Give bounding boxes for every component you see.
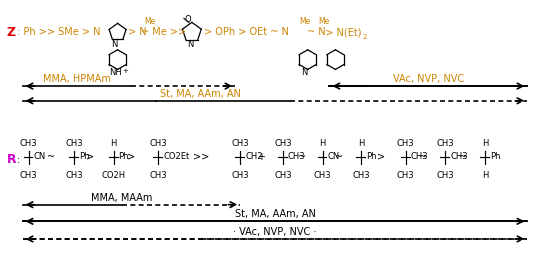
Text: CH3: CH3 xyxy=(20,171,37,180)
Text: CH3: CH3 xyxy=(450,152,468,161)
Text: CH3: CH3 xyxy=(150,171,167,180)
Text: MMA, MAAm: MMA, MAAm xyxy=(91,193,152,203)
Text: CH3: CH3 xyxy=(65,139,83,148)
Text: R: R xyxy=(7,153,16,166)
Text: CH3: CH3 xyxy=(232,139,249,148)
Text: 2: 2 xyxy=(362,34,366,40)
Text: St, MA, AAm, AN: St, MA, AAm, AN xyxy=(234,209,316,219)
Text: N: N xyxy=(301,68,307,77)
Text: · VAc, NVP, NVC ·: · VAc, NVP, NVC · xyxy=(233,227,317,237)
Text: O: O xyxy=(185,15,191,24)
Text: > OPh > OEt ~ N: > OPh > OEt ~ N xyxy=(204,27,289,37)
Text: CO2Et: CO2Et xyxy=(163,152,189,161)
Text: >>: >> xyxy=(192,152,209,162)
Text: CH3: CH3 xyxy=(397,139,415,148)
Text: H: H xyxy=(482,171,488,180)
Text: CN: CN xyxy=(327,152,340,161)
Text: Me: Me xyxy=(144,17,156,26)
Text: Ph: Ph xyxy=(119,152,129,161)
Text: CH3: CH3 xyxy=(437,171,454,180)
Text: H: H xyxy=(482,139,488,148)
Text: CN: CN xyxy=(34,152,46,161)
Text: VAc, NVP, NVC: VAc, NVP, NVC xyxy=(393,74,464,84)
Text: CH3: CH3 xyxy=(411,152,428,161)
Text: CH3: CH3 xyxy=(353,171,370,180)
Text: Ph: Ph xyxy=(490,152,500,161)
Text: CH3: CH3 xyxy=(274,171,292,180)
Text: Ph: Ph xyxy=(79,152,90,161)
Text: CH3: CH3 xyxy=(314,171,331,180)
Text: Me: Me xyxy=(299,17,310,26)
Text: Z: Z xyxy=(7,26,16,39)
Text: > N(Et): > N(Et) xyxy=(318,27,361,37)
Text: ~: ~ xyxy=(459,152,467,162)
Text: Me: Me xyxy=(318,17,330,26)
Text: Ph: Ph xyxy=(366,152,377,161)
Text: CH3: CH3 xyxy=(397,171,415,180)
Text: CH3: CH3 xyxy=(274,139,292,148)
Text: H: H xyxy=(358,139,364,148)
Text: CH3: CH3 xyxy=(232,171,249,180)
Text: : Ph >> SMe > N: : Ph >> SMe > N xyxy=(16,27,100,37)
Text: St, MA, AAm, AN: St, MA, AAm, AN xyxy=(160,89,241,99)
Text: N: N xyxy=(111,40,117,49)
Text: CO2H: CO2H xyxy=(102,171,126,180)
Text: N: N xyxy=(187,40,193,49)
Text: CH3: CH3 xyxy=(150,139,167,148)
Text: H: H xyxy=(320,139,326,148)
Text: >: > xyxy=(86,152,94,162)
Text: ~: ~ xyxy=(47,152,56,162)
Text: CH3: CH3 xyxy=(437,139,454,148)
Text: ~: ~ xyxy=(420,152,427,162)
Text: +: + xyxy=(257,152,265,162)
Text: NH: NH xyxy=(109,68,122,77)
Text: ~ N: ~ N xyxy=(307,27,325,37)
Text: :: : xyxy=(16,155,20,165)
Text: >: > xyxy=(128,152,135,162)
Text: H: H xyxy=(111,139,117,148)
Text: CH3: CH3 xyxy=(288,152,305,161)
Text: ~: ~ xyxy=(298,152,306,162)
Text: >: > xyxy=(377,152,385,162)
Text: > N: > N xyxy=(129,27,147,37)
Text: ~ Me >>: ~ Me >> xyxy=(141,27,186,37)
Text: CH3: CH3 xyxy=(20,139,37,148)
Text: MMA, HPMAm: MMA, HPMAm xyxy=(43,74,111,84)
Text: CH3: CH3 xyxy=(65,171,83,180)
Text: CH2: CH2 xyxy=(245,152,263,161)
Text: ~: ~ xyxy=(336,152,343,162)
Text: +: + xyxy=(123,68,129,75)
